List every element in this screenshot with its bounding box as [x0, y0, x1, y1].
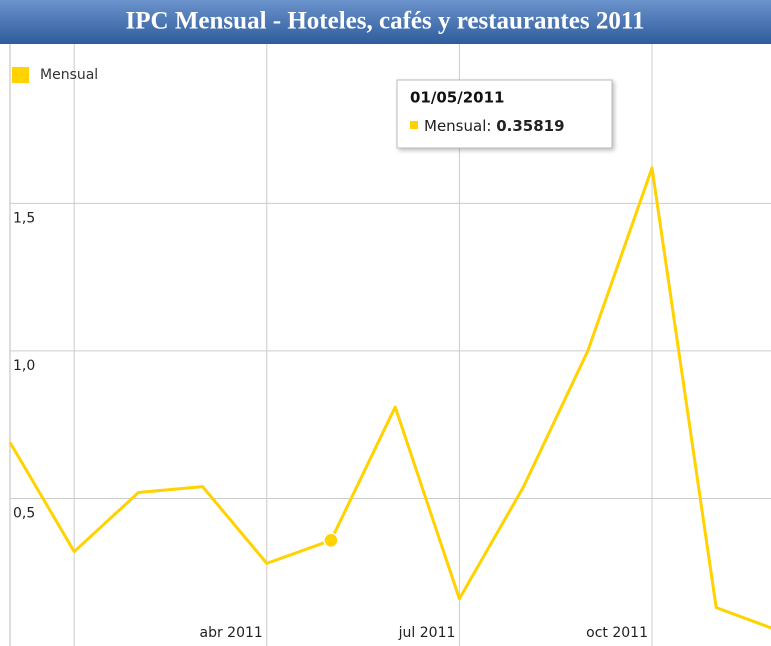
legend-swatch: [12, 67, 29, 83]
y-tick-label: 0,5: [13, 505, 35, 521]
y-tick-label: 1,0: [13, 358, 35, 374]
tooltip-swatch: [410, 121, 418, 129]
tooltip-value: 0.35819: [496, 117, 564, 135]
tooltip-box: [396, 79, 613, 149]
tooltip-colon: :: [486, 117, 496, 135]
x-tick-label: jul 2011: [398, 625, 456, 641]
hover-point: [323, 532, 339, 549]
title-bar: [0, 0, 771, 44]
legend-label: Mensual: [40, 67, 98, 83]
tooltip-date: 01/05/2011: [410, 89, 504, 107]
data-line: [8, 166, 771, 630]
tooltip-text: Mensual: 0.35819: [424, 117, 565, 135]
tooltip-series: Mensual: [424, 117, 486, 135]
y-tick-label: 1,5: [13, 210, 35, 226]
x-tick-label: abr 2011: [199, 625, 262, 641]
chart-title: IPC Mensual - Hoteles, cafés y restauran…: [126, 8, 645, 35]
x-tick-label: oct 2011: [586, 625, 648, 641]
